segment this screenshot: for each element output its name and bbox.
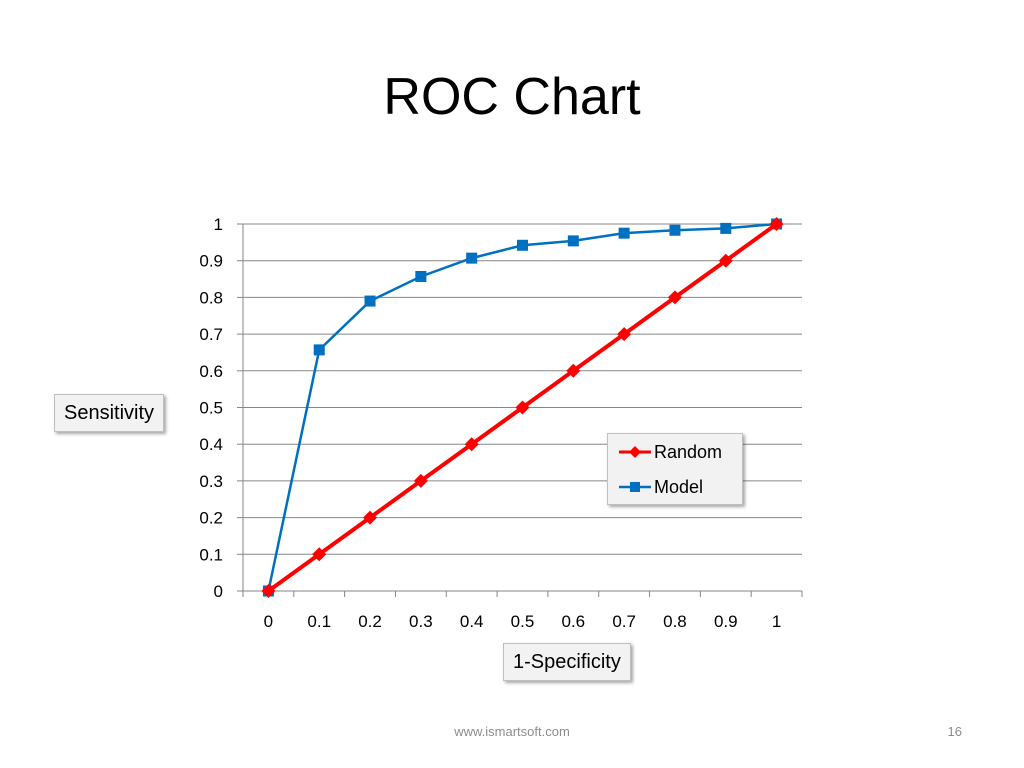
data-point-random: [617, 327, 632, 342]
data-point-random: [769, 217, 784, 231]
y-tick-label: 0.8: [199, 288, 223, 307]
axes: [237, 223, 803, 597]
y-tick-label: 0.4: [199, 435, 223, 454]
y-tick-label: 0.7: [199, 325, 223, 344]
legend-entry-model: Model: [618, 475, 703, 499]
slide-title: ROC Chart: [383, 68, 641, 126]
x-tick-label: 0.1: [307, 612, 331, 631]
y-tick-label: 0.5: [199, 399, 223, 418]
legend: Random Model: [607, 433, 743, 505]
data-point-random: [261, 584, 276, 598]
data-point-model: [313, 344, 325, 356]
x-tick-label: 0.2: [358, 612, 382, 631]
y-tick-label: 0.2: [199, 509, 223, 528]
data-point-model: [618, 227, 630, 239]
legend-model-label: Model: [654, 476, 704, 497]
data-point-model: [466, 252, 478, 264]
tick-labels: 0 0.1 0.2 0.3 0.4 0.5 0.6 0.7 0.8 0.9 1 0 0.1 0.2 0.3 0…: [199, 215, 781, 631]
x-tick-label: 0.7: [612, 612, 636, 631]
x-tick-label: 0.6: [561, 612, 585, 631]
page-number: 16: [947, 724, 962, 739]
data-point-random: [464, 437, 479, 452]
footer-url: www.ismartsoft.com: [454, 724, 570, 739]
x-axis-label: 1-Specificity: [503, 643, 631, 681]
data-point-random: [718, 253, 733, 268]
legend-entry-random: Random: [618, 440, 722, 464]
legend-model-swatch: [619, 482, 651, 492]
gridlines: [243, 223, 802, 555]
data-point-model: [567, 235, 579, 247]
x-tick-label: 0.8: [663, 612, 687, 631]
data-point-model: [517, 239, 528, 251]
data-point-random: [312, 547, 327, 562]
y-tick-label: 0.6: [199, 362, 223, 381]
data-point-random: [413, 473, 428, 488]
y-tick-label: 0.1: [199, 545, 223, 564]
x-tick-label: 0.9: [714, 612, 738, 631]
data-point-model: [720, 222, 732, 234]
legend-random-label: Random: [654, 441, 723, 462]
series-random: [261, 217, 784, 598]
x-tick-label: 1: [772, 612, 781, 631]
y-axis-label: Sensitivity: [54, 394, 165, 432]
series-lines: [261, 217, 784, 598]
x-tick-label: 0: [264, 612, 273, 631]
y-tick-label: 0.9: [199, 252, 223, 271]
data-point-model: [415, 270, 427, 282]
data-point-model: [669, 224, 681, 236]
data-point-model: [364, 295, 376, 307]
data-point-random: [515, 400, 530, 415]
x-tick-label: 0.3: [409, 612, 433, 631]
legend-random-swatch: [619, 446, 651, 458]
data-point-random: [363, 510, 378, 525]
data-point-random: [667, 290, 682, 305]
x-tick-label: 0.5: [511, 612, 535, 631]
y-tick-label: 0: [214, 582, 223, 601]
y-tick-label: 1: [214, 215, 223, 234]
y-tick-label: 0.3: [199, 472, 223, 491]
x-tick-label: 0.4: [460, 612, 484, 631]
data-point-random: [566, 363, 581, 378]
